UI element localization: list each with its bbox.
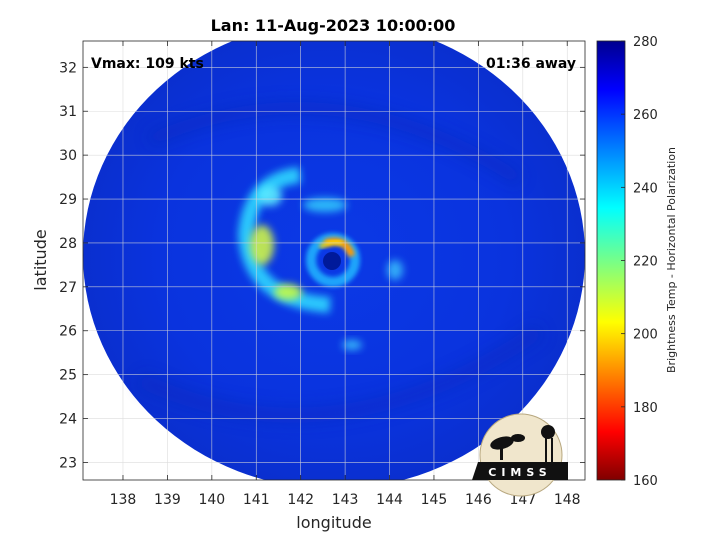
x-tick-label: 148 <box>554 492 581 508</box>
eyewall-yellow <box>318 239 343 250</box>
logo-base <box>472 462 568 480</box>
x-tick-label: 145 <box>421 492 448 508</box>
logo-text: CIMSS <box>488 466 551 479</box>
colorbar <box>596 40 626 481</box>
swath-image <box>83 41 585 480</box>
y-tick-label: 32 <box>59 60 77 76</box>
logo-tower-leg <box>545 438 547 462</box>
x-tick-label: 139 <box>154 492 181 508</box>
y-tick-label: 30 <box>59 148 77 164</box>
chart-title: Lan: 11-Aug-2023 10:00:00 <box>211 16 456 35</box>
x-tick-label: 140 <box>198 492 225 508</box>
tick-marks <box>83 41 585 480</box>
x-tick-label: 144 <box>376 492 403 508</box>
y-tick-label: 24 <box>59 412 77 428</box>
colorbar-tick-label: 260 <box>633 108 658 123</box>
x-axis-label: longitude <box>296 513 371 532</box>
time-away-annotation: 01:36 away <box>486 56 576 72</box>
x-tick-label: 142 <box>287 492 314 508</box>
y-tick-label: 29 <box>59 192 77 208</box>
x-tick-label: 146 <box>465 492 492 508</box>
colorbar-label: Brightness Temp - Horizontal Polarizatio… <box>665 147 678 373</box>
axes-box <box>82 40 586 481</box>
y-axis-label: latitude <box>31 229 50 290</box>
band-south <box>342 340 362 350</box>
y-tick-label: 23 <box>59 455 77 471</box>
band-north-east <box>303 198 347 212</box>
logo-dish-small <box>511 434 525 442</box>
y-tick-label: 27 <box>59 280 77 296</box>
y-tick-label: 31 <box>59 104 77 120</box>
colorbar-tick-label: 280 <box>633 35 658 50</box>
cool-band-north <box>147 101 524 186</box>
colorbar-tick-label: 160 <box>633 474 658 489</box>
vmax-annotation: Vmax: 109 kts <box>91 56 204 72</box>
colorbar-tick-label: 220 <box>633 255 658 270</box>
logo-dish-post <box>500 446 503 460</box>
colorbar-ticks: 160 180 200 220 240 260 280 <box>621 35 658 489</box>
band-east <box>387 260 403 280</box>
y-tick-label: 26 <box>59 324 77 340</box>
x-tick-label: 141 <box>243 492 270 508</box>
band-hot-west <box>250 225 274 265</box>
y-tick-label: 28 <box>59 236 77 252</box>
colorbar-tick-label: 180 <box>633 401 658 416</box>
x-tick-label: 143 <box>332 492 359 508</box>
grid <box>83 41 585 480</box>
cimss-logo: CIMSS <box>472 413 568 497</box>
logo-dish-left <box>490 436 514 450</box>
cool-band-south <box>136 323 545 424</box>
logo-tower-top <box>541 425 555 439</box>
eye <box>323 252 341 270</box>
colorbar-tick-label: 240 <box>633 181 658 196</box>
band-hot-southwest <box>274 284 302 300</box>
y-tick-label: 25 <box>59 368 77 384</box>
logo-tower-leg <box>551 438 553 462</box>
tick-labels: 138 139 140 141 142 143 144 145 146 147 1482324252… <box>59 60 580 508</box>
x-tick-label: 138 <box>110 492 137 508</box>
band-north <box>258 186 282 206</box>
colorbar-tick-label: 200 <box>633 328 658 343</box>
